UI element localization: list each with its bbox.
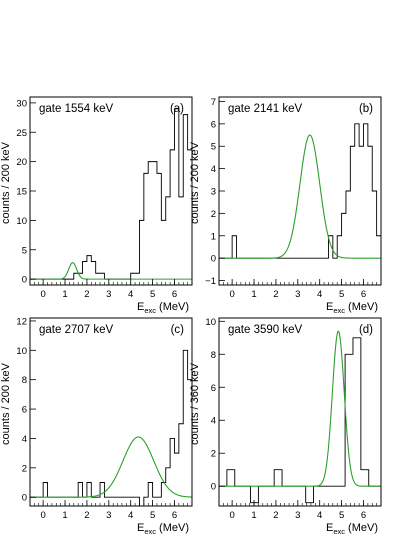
- x-tick-label: 3: [295, 510, 300, 521]
- x-tick-label: 5: [150, 510, 155, 521]
- y-tick-label: 8: [22, 375, 27, 386]
- y-axis-label: counts / 200 keV: [0, 141, 12, 224]
- y-tick-label: 6: [211, 119, 216, 130]
- y-axis-label: counts / 200 keV: [0, 362, 12, 445]
- x-tick-label: 0: [229, 510, 234, 521]
- y-tick-label: 4: [22, 434, 27, 445]
- x-tick-label: 6: [361, 289, 366, 300]
- gate-label: gate 2707 keV: [39, 324, 114, 336]
- y-tick-label: 20: [16, 157, 27, 168]
- x-tick-label: 4: [128, 289, 133, 300]
- x-tick-label: 1: [62, 510, 67, 521]
- x-tick-label: 3: [106, 510, 111, 521]
- plot-frame: [218, 96, 382, 286]
- gate-label: gate 3590 keV: [228, 324, 303, 336]
- histogram: [219, 337, 381, 504]
- x-tick-label: 1: [251, 289, 256, 300]
- y-tick-label: 2: [22, 463, 27, 474]
- y-tick-label: 10: [16, 216, 27, 227]
- y-tick-label: 10: [205, 317, 216, 328]
- y-tick-label: 5: [211, 142, 216, 153]
- panel-d: 0 1 2 3 4 5 6 0 2 4 6 8 10 gate 3590 keV (d) counts / 3…: [189, 317, 382, 536]
- fit-curve: [219, 330, 381, 487]
- y-tick-label: 4: [211, 416, 216, 427]
- gate-label: gate 1554 keV: [39, 103, 114, 115]
- panel-a: 0 1 2 3 4 5 6 0 5 10 15 20 25 30 gate 1554 keV (a) count…: [0, 96, 193, 315]
- y-tick-label: 0: [211, 482, 216, 493]
- fit-curve: [30, 262, 192, 280]
- x-tick-label: 4: [317, 510, 322, 521]
- y-tick-label: 2: [211, 449, 216, 460]
- x-tick-label: 3: [106, 289, 111, 300]
- x-tick-label: 1: [251, 510, 256, 521]
- panel-label: (c): [171, 324, 185, 336]
- x-tick-label: 3: [295, 289, 300, 300]
- panel-label: (a): [170, 103, 184, 115]
- panel-label: (d): [359, 324, 373, 336]
- x-tick-label: 0: [40, 510, 45, 521]
- x-tick-label: 5: [150, 289, 155, 300]
- x-tick-label: 6: [361, 510, 366, 521]
- y-tick-label: 0: [22, 275, 27, 286]
- x-tick-label: 0: [229, 289, 234, 300]
- x-tick-label: 4: [317, 289, 322, 300]
- gate-label: gate 2141 keV: [228, 103, 303, 115]
- panel-b: 0 1 2 3 4 5 6 −1 0 1 2 3 4 5 6 7 gate 2141 keV (b) counts …: [189, 96, 382, 315]
- y-tick-label: 0: [211, 254, 216, 265]
- x-tick-label: 1: [62, 289, 67, 300]
- x-axis-label: Eexc (MeV): [137, 522, 189, 536]
- x-tick-label: 4: [128, 510, 133, 521]
- histogram: [30, 349, 192, 506]
- y-tick-label: 0: [22, 493, 27, 504]
- histogram: [219, 123, 381, 259]
- histogram: [30, 108, 192, 280]
- x-tick-label: 2: [273, 289, 278, 300]
- plot-frame: [218, 317, 382, 507]
- y-tick-label: 8: [211, 350, 216, 361]
- y-tick-label: 6: [211, 383, 216, 394]
- plot-frame: [29, 317, 193, 507]
- y-tick-label: 25: [16, 128, 27, 139]
- x-tick-label: 5: [339, 289, 344, 300]
- x-tick-label: 5: [339, 510, 344, 521]
- y-tick-label: 10: [16, 346, 27, 357]
- y-tick-label: 2: [211, 209, 216, 220]
- x-axis-label: Eexc (MeV): [326, 301, 378, 315]
- y-tick-label: 7: [211, 97, 216, 108]
- y-tick-label: −1: [205, 276, 216, 287]
- y-tick-label: 4: [211, 164, 216, 175]
- fit-curve: [30, 436, 192, 498]
- x-tick-label: 6: [172, 289, 177, 300]
- fit-curve: [219, 134, 381, 259]
- y-tick-label: 3: [211, 187, 216, 198]
- x-tick-label: 2: [84, 289, 89, 300]
- y-axis-label: counts / 200 keV: [189, 141, 201, 224]
- x-tick-label: 2: [84, 510, 89, 521]
- y-tick-label: 1: [211, 231, 216, 242]
- y-tick-label: 6: [22, 405, 27, 416]
- x-tick-label: 6: [172, 510, 177, 521]
- x-axis-label: Eexc (MeV): [326, 522, 378, 536]
- x-tick-label: 0: [40, 289, 45, 300]
- y-tick-label: 12: [16, 316, 27, 327]
- y-tick-label: 30: [16, 98, 27, 109]
- y-tick-label: 5: [22, 245, 27, 256]
- y-tick-label: 15: [16, 187, 27, 198]
- x-axis-label: Eexc (MeV): [137, 301, 189, 315]
- panel-label: (b): [359, 103, 373, 115]
- x-tick-label: 2: [273, 510, 278, 521]
- plot-frame: [29, 96, 193, 286]
- y-axis-label: counts / 360 keV: [189, 362, 201, 445]
